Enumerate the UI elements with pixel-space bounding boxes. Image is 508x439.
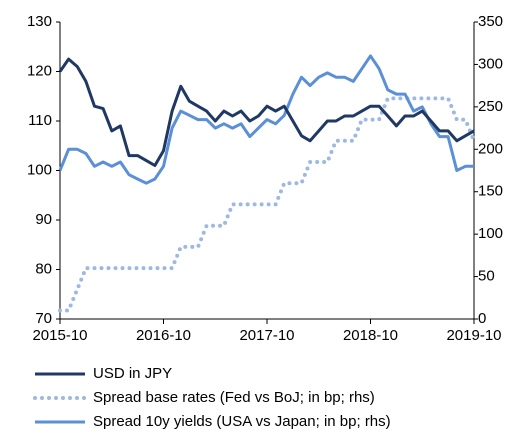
y2-tick-label: 250 bbox=[478, 98, 503, 115]
legend-label: Spread 10y yields (USA vs Japan; in bp; … bbox=[93, 413, 391, 430]
y2-tick-label: 350 bbox=[478, 13, 503, 30]
y2-tick-label: 150 bbox=[478, 183, 503, 200]
y-tick-label: 110 bbox=[28, 112, 52, 129]
y2-tick-label: 50 bbox=[478, 268, 495, 285]
y-tick-label: 80 bbox=[35, 260, 52, 277]
series-line bbox=[58, 54, 474, 185]
y2-tick-label: 200 bbox=[478, 140, 503, 157]
series-line bbox=[58, 57, 475, 167]
legend-label: USD in JPY bbox=[93, 365, 172, 382]
y-tick-label: 90 bbox=[35, 211, 52, 228]
x-tick-label: 2018-10 bbox=[343, 327, 398, 344]
y-tick-label: 100 bbox=[27, 161, 52, 178]
y-tick-label: 70 bbox=[35, 310, 52, 327]
x-tick-label: 2019-10 bbox=[446, 327, 501, 344]
y2-tick-label: 0 bbox=[478, 310, 486, 327]
y2-tick-label: 100 bbox=[478, 225, 503, 242]
y-tick-label: 120 bbox=[27, 62, 52, 79]
series-line bbox=[58, 96, 476, 313]
y2-tick-label: 300 bbox=[478, 55, 503, 72]
x-tick-label: 2017-10 bbox=[239, 327, 294, 344]
y-tick-label: 130 bbox=[27, 13, 52, 30]
x-tick-label: 2016-10 bbox=[136, 327, 191, 344]
x-tick-label: 2015-10 bbox=[32, 327, 87, 344]
legend-label: Spread base rates (Fed vs BoJ; in bp; rh… bbox=[93, 389, 375, 406]
